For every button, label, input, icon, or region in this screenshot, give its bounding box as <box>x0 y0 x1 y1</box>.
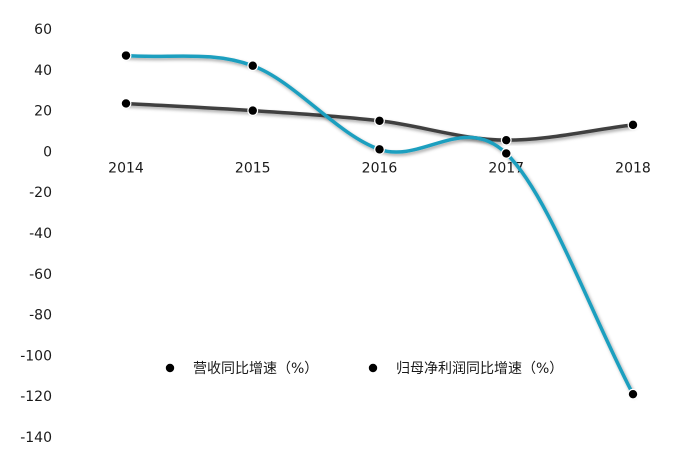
y-tick-label: -120 <box>20 389 52 405</box>
data-point <box>374 115 385 127</box>
y-tick-label: -140 <box>20 430 52 446</box>
y-tick-label: -20 <box>29 185 52 201</box>
data-point <box>247 105 259 116</box>
x-tick-label: 2014 <box>108 160 144 176</box>
y-tick-label: -60 <box>29 267 52 283</box>
data-point <box>120 98 132 109</box>
data-point <box>500 148 512 159</box>
data-point <box>120 50 132 61</box>
series-line-1 <box>124 53 635 396</box>
legend-label: 营收同比增速（%） <box>193 361 318 377</box>
x-axis-tick-labels: 2014 2015 2016 2017 2018 <box>108 160 651 176</box>
legend-label: 归母净利润同比增速（%） <box>396 360 563 377</box>
x-tick-label: 2016 <box>362 160 398 176</box>
x-tick-label: 2018 <box>615 160 651 176</box>
y-tick-label: 20 <box>34 104 52 120</box>
data-point <box>374 143 385 155</box>
data-point <box>500 134 512 146</box>
series-points <box>120 50 639 400</box>
legend-swatch-marker <box>164 362 176 374</box>
y-tick-label: -40 <box>29 226 52 242</box>
y-tick-label: 0 <box>43 144 52 160</box>
y-tick-label: -100 <box>20 348 52 364</box>
data-point <box>627 388 639 400</box>
y-tick-label: 40 <box>34 63 52 79</box>
data-point <box>627 119 639 131</box>
y-tick-label: -80 <box>29 308 52 324</box>
y-tick-label: 60 <box>34 22 52 38</box>
legend-swatch-marker <box>367 362 379 374</box>
legend-item: 归母净利润同比增速（%） <box>352 360 563 377</box>
series-lines <box>124 53 635 396</box>
y-axis-tick-labels: 60 40 20 0 -20 -40 -60 -80 -100 -120 -140 <box>20 22 52 446</box>
legend-item: 营收同比增速（%） <box>149 361 318 377</box>
x-tick-label: 2015 <box>235 160 271 176</box>
data-point <box>247 60 259 72</box>
legend: 营收同比增速（%） 归母净利润同比增速（%） <box>149 360 563 377</box>
